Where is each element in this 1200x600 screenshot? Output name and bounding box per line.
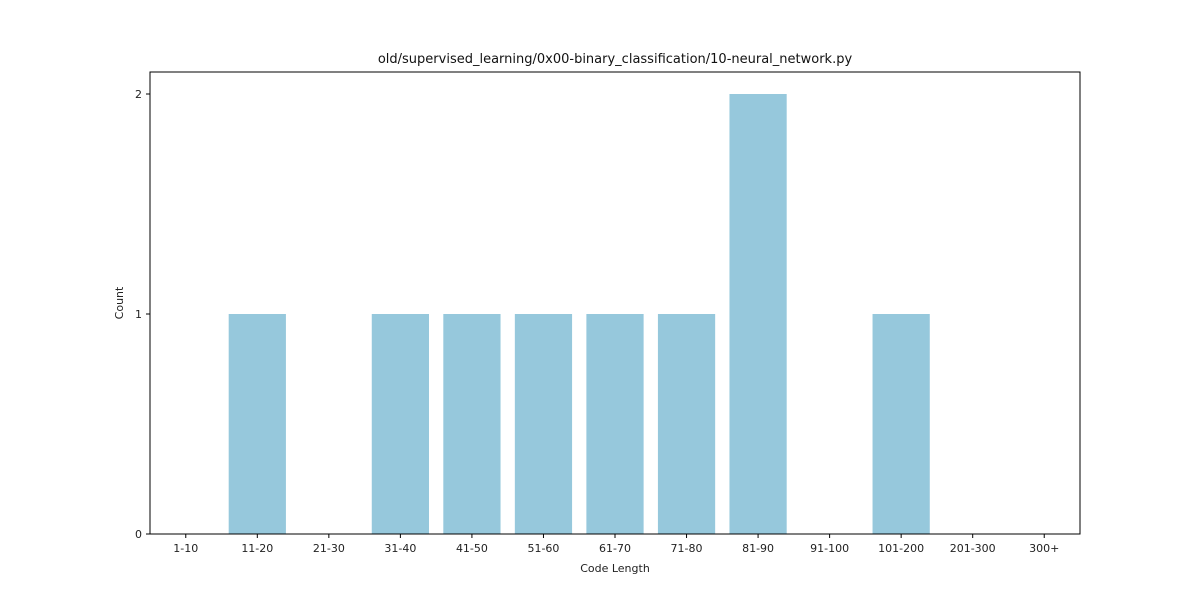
x-tick-label: 21-30 bbox=[313, 542, 345, 555]
y-tick-label: 2 bbox=[135, 88, 142, 101]
x-tick-label: 201-300 bbox=[950, 542, 996, 555]
chart-title: old/supervised_learning/0x00-binary_clas… bbox=[378, 52, 853, 67]
x-axis: 1-10 11-20 21-30 31-40 41-50 51-60 61-70 71-80 8… bbox=[173, 534, 1059, 555]
y-axis: 0 1 2 bbox=[135, 88, 150, 541]
y-tick-label: 0 bbox=[135, 528, 142, 541]
y-tick-label: 1 bbox=[135, 308, 142, 321]
bar-51-60 bbox=[514, 314, 573, 534]
x-tick-label: 101-200 bbox=[878, 542, 924, 555]
x-axis-label: Code Length bbox=[580, 562, 650, 575]
x-tick-label: 61-70 bbox=[599, 542, 631, 555]
x-tick-label: 300+ bbox=[1029, 542, 1059, 555]
bar-71-80 bbox=[657, 314, 716, 534]
x-tick-label: 31-40 bbox=[384, 542, 416, 555]
x-tick-label: 51-60 bbox=[527, 542, 559, 555]
x-tick-label: 71-80 bbox=[671, 542, 703, 555]
x-tick-label: 11-20 bbox=[241, 542, 273, 555]
y-axis-label: Count bbox=[113, 286, 126, 319]
bar-41-50 bbox=[443, 314, 501, 534]
bar-61-70 bbox=[586, 314, 644, 534]
bar-31-40 bbox=[371, 314, 429, 534]
bar-81-90 bbox=[729, 94, 787, 534]
bar-101-200 bbox=[872, 314, 930, 534]
x-tick-label: 91-100 bbox=[810, 542, 849, 555]
bars bbox=[228, 94, 930, 534]
x-tick-label: 41-50 bbox=[456, 542, 488, 555]
bar-11-20 bbox=[228, 314, 286, 534]
x-tick-label: 1-10 bbox=[173, 542, 198, 555]
x-tick-label: 81-90 bbox=[742, 542, 774, 555]
